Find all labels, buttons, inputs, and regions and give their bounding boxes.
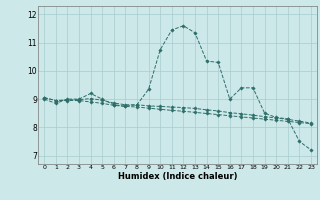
X-axis label: Humidex (Indice chaleur): Humidex (Indice chaleur) [118, 172, 237, 181]
